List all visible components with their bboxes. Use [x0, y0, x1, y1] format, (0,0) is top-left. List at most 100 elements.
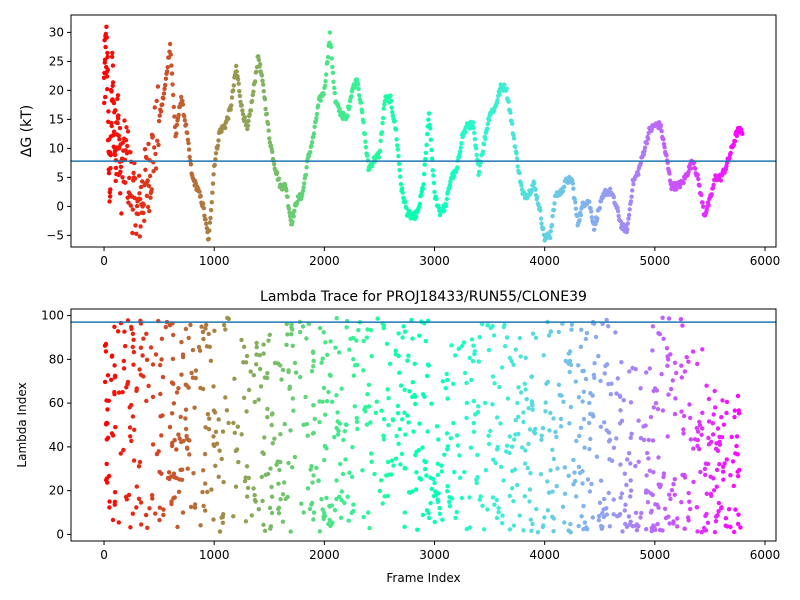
bottom-trace-point [597, 500, 603, 505]
bottom-trace-point [221, 322, 227, 328]
bottom-trace-point [400, 417, 405, 422]
bottom-trace-point [311, 358, 316, 363]
bottom-trace-point [733, 507, 738, 512]
bottom-trace-point [242, 478, 248, 484]
bottom-trace-point [490, 402, 495, 407]
bottom-trace-point [527, 499, 532, 504]
top-points-layer [101, 24, 745, 243]
bottom-trace-point [305, 433, 310, 438]
bottom-trace-point [715, 448, 721, 453]
top-trace-point [207, 220, 213, 225]
bottom-trace-point [529, 374, 535, 379]
bottom-trace-point [582, 520, 588, 525]
bottom-trace-point [646, 456, 651, 461]
bottom-trace-point [523, 461, 528, 466]
top-trace-point [162, 86, 167, 92]
bottom-trace-point [721, 469, 726, 474]
top-trace-point [363, 139, 368, 144]
bottom-trace-point [200, 489, 205, 495]
bottom-trace-point [550, 489, 555, 494]
top-trace-point [474, 152, 479, 158]
top-trace-point [578, 212, 583, 218]
bottom-trace-point [326, 389, 331, 395]
bottom-trace-point [157, 505, 162, 510]
bottom-trace-point [607, 524, 612, 529]
bottom-trace-point [609, 458, 615, 463]
top-trace-point [357, 93, 362, 98]
bottom-trace-point [644, 473, 649, 478]
bottom-trace-point [289, 332, 294, 337]
top-trace-point [122, 118, 127, 123]
bottom-trace-point [110, 517, 116, 523]
bottom-trace-point [491, 333, 497, 338]
top-trace-point [168, 52, 173, 57]
bottom-trace-point [447, 499, 452, 505]
top-trace-point [329, 56, 334, 61]
bottom-trace-point [344, 422, 349, 427]
top-trace-point [302, 181, 307, 186]
top-trace-point [126, 200, 131, 205]
top-trace-point [560, 189, 566, 194]
bottom-trace-point [524, 396, 529, 402]
top-trace-point [163, 76, 169, 81]
bottom-trace-point [309, 369, 315, 374]
bottom-trace-point [207, 416, 212, 421]
bottom-trace-point [157, 362, 163, 368]
bottom-trace-point [332, 508, 338, 513]
bottom-trace-point [278, 497, 283, 502]
bottom-trace-point [706, 419, 712, 424]
top-trace-point [141, 202, 146, 207]
bottom-trace-point [573, 379, 578, 384]
top-trace-point [116, 133, 122, 138]
bottom-trace-point [499, 365, 505, 370]
bottom-trace-point [714, 467, 720, 473]
bottom-trace-point [648, 414, 654, 420]
bottom-trace-point [543, 400, 548, 405]
bottom-trace-point [261, 342, 266, 347]
top-trace-point [674, 187, 679, 192]
bottom-trace-point [611, 512, 616, 517]
top-trace-point [155, 138, 160, 143]
bottom-trace-point [615, 376, 620, 381]
bottom-y-tick-label: 20 [49, 484, 64, 498]
bottom-trace-point [704, 383, 709, 388]
top-trace-point [242, 115, 247, 120]
top-trace-point [183, 122, 189, 127]
top-trace-point [174, 131, 179, 136]
bottom-trace-point [159, 357, 164, 362]
top-trace-point [388, 98, 394, 104]
bottom-trace-point [684, 355, 689, 360]
bottom-trace-point [131, 458, 137, 463]
top-trace-point [477, 169, 482, 174]
bottom-trace-point [453, 353, 458, 358]
bottom-trace-point [191, 471, 196, 476]
top-trace-point [325, 54, 331, 60]
bottom-trace-point [147, 506, 152, 511]
top-trace-point [431, 180, 437, 186]
bottom-trace-point [130, 344, 135, 350]
bottom-trace-point [130, 414, 136, 419]
bottom-trace-point [175, 524, 180, 530]
top-trace-point [356, 86, 361, 92]
top-trace-point [437, 212, 443, 218]
bottom-trace-point [467, 355, 472, 361]
bottom-trace-point [425, 429, 430, 434]
bottom-trace-point [269, 422, 274, 428]
bottom-trace-point [515, 482, 520, 488]
bottom-trace-point [211, 517, 216, 522]
bottom-trace-point [681, 431, 686, 436]
top-trace-point [105, 87, 110, 92]
bottom-trace-point [158, 391, 163, 397]
top-trace-point [141, 210, 146, 216]
top-trace-point [420, 186, 426, 191]
bottom-trace-point [629, 431, 634, 436]
bottom-trace-point [576, 363, 581, 368]
top-trace-point [261, 89, 266, 94]
top-trace-point [115, 93, 121, 98]
bottom-trace-point [583, 336, 589, 342]
top-trace-point [306, 153, 312, 158]
bottom-trace-point [623, 521, 628, 527]
bottom-trace-point [268, 524, 274, 529]
bottom-trace-point [328, 522, 334, 527]
top-trace-point [246, 118, 251, 124]
